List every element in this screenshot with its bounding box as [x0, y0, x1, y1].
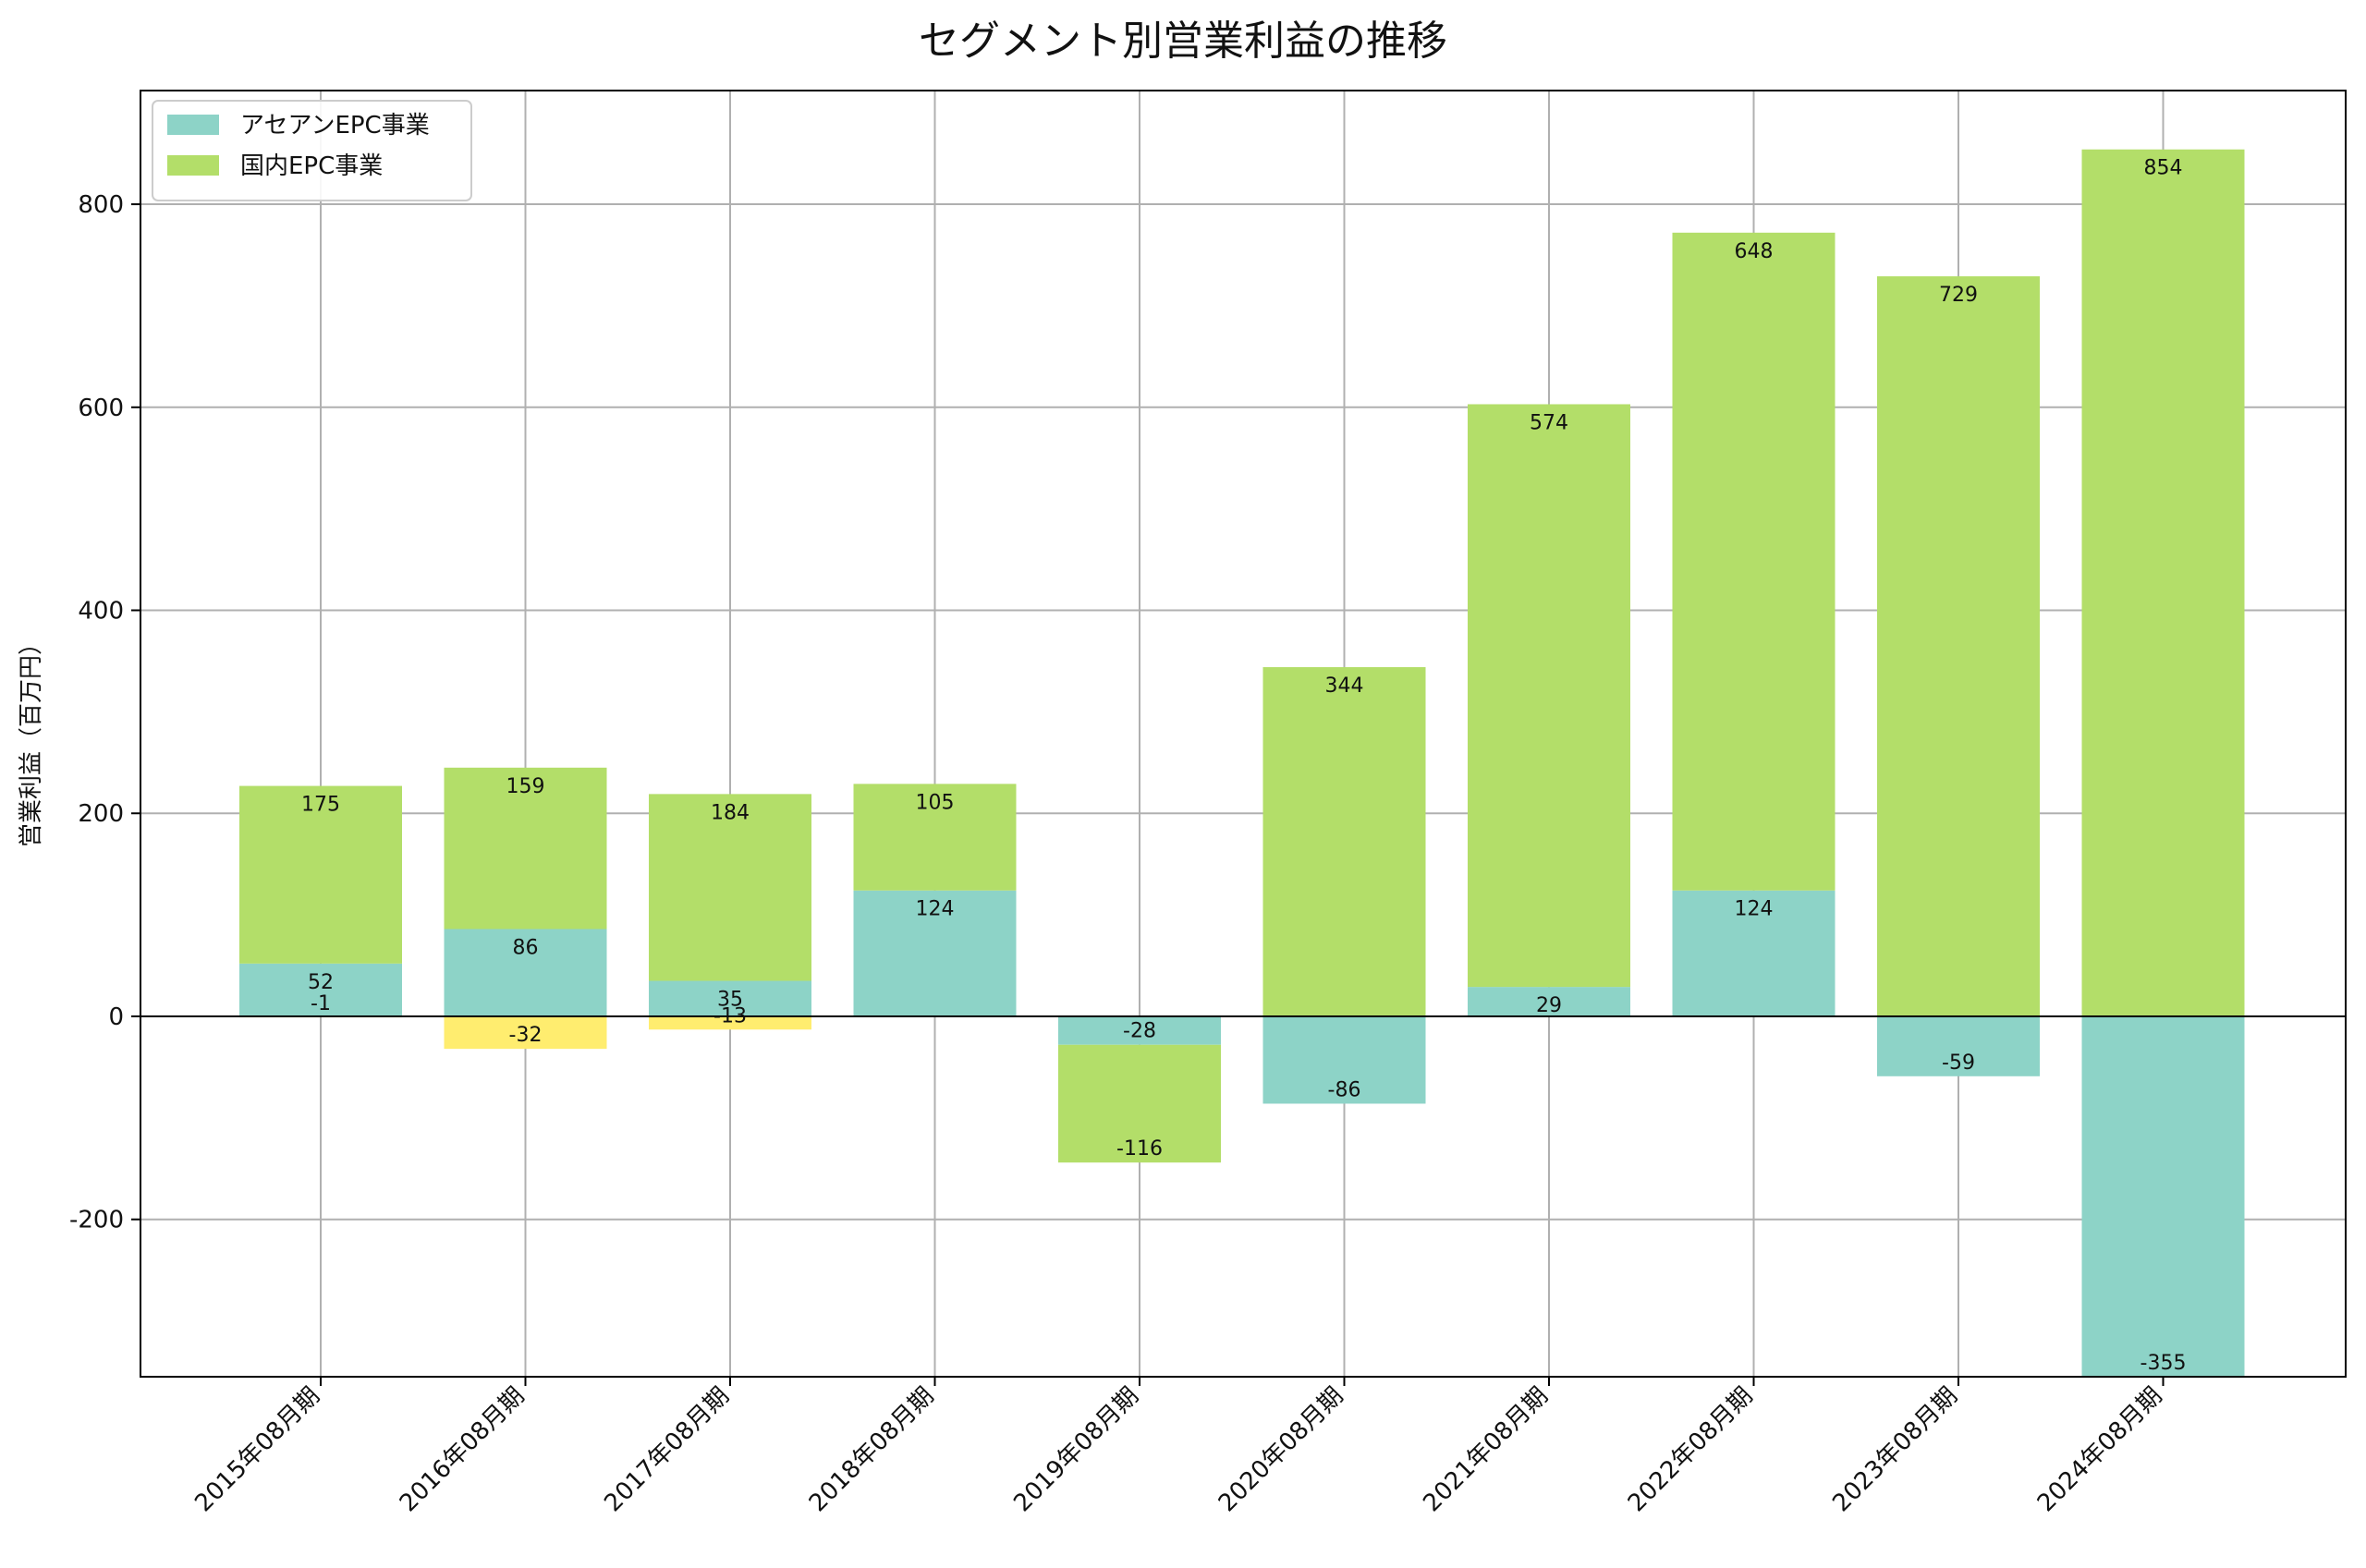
chart-title: セグメント別営業利益の推移 [919, 18, 1447, 65]
bar-segment [1877, 1015, 2040, 1076]
y-tick-label: 800 [78, 191, 124, 219]
bar-segment [444, 767, 607, 930]
legend-box [152, 100, 472, 201]
bar-segment [1877, 276, 2040, 1016]
data-label: 344 [1325, 675, 1364, 698]
data-label: -86 [1328, 1078, 1361, 1101]
bar-segment [1468, 404, 1630, 988]
data-label: 854 [2144, 157, 2183, 180]
x-tick-label: 2018年08月期 [804, 1382, 940, 1518]
data-label: 175 [301, 794, 340, 817]
y-tick-label: 0 [108, 1003, 124, 1031]
legend-swatch [167, 115, 219, 135]
bar-segment [2081, 1015, 2245, 1377]
bar-segment [1262, 1015, 1426, 1104]
x-tick-label: 2017年08月期 [599, 1382, 735, 1518]
bar-segment [1262, 667, 1426, 1016]
data-label: 184 [711, 801, 750, 824]
data-label: 35 [717, 989, 743, 1012]
data-label: 124 [1735, 898, 1774, 921]
bar-segment [649, 1015, 811, 1030]
bar-segment [649, 794, 811, 981]
data-label: 159 [506, 775, 545, 798]
data-label: 29 [1536, 994, 1562, 1017]
x-tick-label: 2022年08月期 [1623, 1382, 1759, 1518]
data-label: -59 [1942, 1051, 1975, 1075]
x-tick-label: 2019年08月期 [1008, 1382, 1144, 1518]
y-axis-label: 営業利益（百万円） [18, 631, 45, 847]
x-tick-label: 2015年08月期 [189, 1382, 325, 1518]
bar-segment [239, 963, 402, 1016]
legend-swatch [167, 155, 219, 176]
x-tick-label: 2023年08月期 [1827, 1382, 1963, 1518]
bar-segment [1672, 232, 1835, 891]
x-tick-label: 2016年08月期 [395, 1382, 531, 1518]
bar-segment [649, 980, 811, 1016]
bar-segment [853, 890, 1017, 1016]
y-tick-label: 600 [78, 395, 124, 422]
bar-segment [1058, 1044, 1221, 1163]
y-tick-label: 400 [78, 598, 124, 626]
data-label: -116 [1116, 1137, 1163, 1161]
bar-segment [1672, 890, 1835, 1016]
data-label: 86 [513, 936, 539, 959]
x-tick-label: 2021年08月期 [1418, 1382, 1554, 1518]
legend-label: アセアンEPC事業 [240, 112, 430, 140]
x-tick-label: 2020年08月期 [1213, 1382, 1349, 1518]
y-tick-label: -200 [69, 1207, 124, 1234]
y-tick-label: 200 [78, 800, 124, 828]
bar-segment [239, 785, 402, 964]
data-label: 124 [916, 898, 955, 921]
data-label: -13 [713, 1004, 747, 1027]
bar-segment [1468, 987, 1630, 1016]
bar-segment [853, 784, 1017, 891]
data-label: -28 [1123, 1020, 1156, 1043]
bar-segment [444, 929, 607, 1016]
data-label: 574 [1530, 411, 1568, 434]
data-labels-layer: 52 175 -1 86 159 -32 35 184 -13 124 105 -28 -116 -86 3… [301, 157, 2186, 1375]
data-label: -32 [509, 1024, 543, 1047]
data-label: 648 [1735, 240, 1774, 263]
x-tick-label: 2024年08月期 [2032, 1382, 2168, 1518]
bar-segment [1058, 1015, 1221, 1045]
plot-frame [140, 90, 2347, 1378]
data-label: 105 [916, 791, 955, 814]
data-label: -355 [2140, 1352, 2187, 1375]
bar-segment [2081, 149, 2245, 1016]
bar-segment [444, 1015, 607, 1050]
data-label: 52 [308, 971, 334, 994]
bars-layer [239, 149, 2245, 1377]
legend-label: 国内EPC事業 [240, 152, 383, 180]
data-label: 729 [1939, 284, 1978, 307]
data-label: -1 [311, 992, 331, 1015]
